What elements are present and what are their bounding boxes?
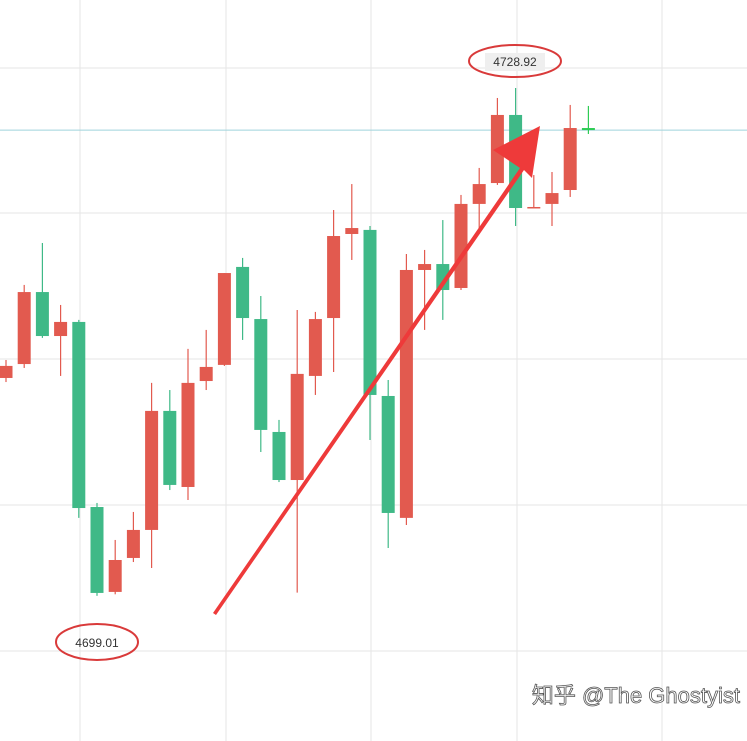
candle-body bbox=[108, 559, 122, 592]
arrow bbox=[213, 126, 540, 615]
candle-body bbox=[581, 128, 595, 131]
candle-body bbox=[399, 269, 413, 518]
candle-body bbox=[90, 507, 104, 593]
candle-body bbox=[472, 184, 486, 204]
candle-body bbox=[527, 206, 541, 209]
candle-body bbox=[563, 128, 577, 191]
watermark: 知乎 @The Ghostyist bbox=[532, 683, 740, 708]
candle-body bbox=[545, 193, 559, 204]
candle-body bbox=[126, 529, 140, 558]
candle-body bbox=[181, 382, 195, 487]
candle-body bbox=[345, 228, 359, 234]
low-label: 4699.01 bbox=[75, 636, 119, 650]
candle-body bbox=[272, 431, 286, 481]
candle-body bbox=[163, 410, 177, 485]
candle-body bbox=[217, 273, 231, 365]
candle-body bbox=[17, 292, 31, 365]
candle-body bbox=[0, 365, 13, 378]
annotation-ellipse bbox=[468, 44, 562, 78]
candle-body bbox=[290, 373, 304, 481]
candle-body bbox=[327, 236, 341, 319]
candle-body bbox=[418, 264, 432, 270]
candle-body bbox=[145, 410, 159, 530]
candle-body bbox=[35, 292, 49, 337]
candles bbox=[0, 87, 747, 596]
candle-body bbox=[54, 321, 68, 337]
candle-body bbox=[381, 395, 395, 513]
high-label: 4728.92 bbox=[493, 55, 537, 69]
candle-body bbox=[363, 229, 377, 395]
annotation-ellipse bbox=[55, 623, 139, 661]
candle-body bbox=[199, 366, 213, 382]
label-box bbox=[485, 53, 545, 71]
candle-body bbox=[436, 264, 450, 291]
candle-body bbox=[308, 319, 322, 376]
candle-body bbox=[236, 266, 250, 319]
candle-body bbox=[254, 319, 268, 430]
candle-body bbox=[72, 321, 86, 509]
candle-body bbox=[454, 203, 468, 288]
